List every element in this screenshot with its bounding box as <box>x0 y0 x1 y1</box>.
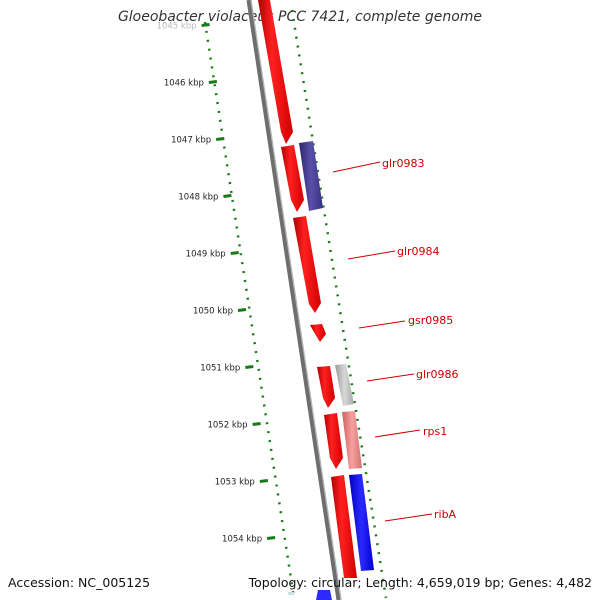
callout-glr0983 <box>332 161 381 173</box>
tick-mark <box>245 365 254 369</box>
gene-label-glr0986[interactable]: glr0986 <box>416 368 459 381</box>
tick-mark <box>230 251 239 255</box>
tick-mark <box>201 23 210 27</box>
gene-arrow-upper[interactable] <box>258 0 293 144</box>
genome-backbone-highlight <box>250 0 342 600</box>
accession-value: NC_005125 <box>78 575 151 590</box>
tick-label: 1054 kbp <box>222 535 262 545</box>
gene-label-gsr0985[interactable]: gsr0985 <box>408 314 453 327</box>
tick-label: 1045 kbp <box>157 22 197 32</box>
callout-rps1 <box>374 429 421 438</box>
feature-small-bottom <box>288 592 294 595</box>
tick-label: 1049 kbp <box>186 250 226 260</box>
gene-arrow-glr0984[interactable] <box>293 216 321 313</box>
gene-arrow-ribA[interactable] <box>331 475 357 578</box>
feature-blue-bottom[interactable] <box>316 590 332 600</box>
tick-mark <box>223 194 232 198</box>
tick-mark <box>208 80 218 84</box>
tick-label: 1046 kbp <box>164 79 204 89</box>
tick-label: 1053 kbp <box>215 478 255 488</box>
gene-label-glr0984[interactable]: glr0984 <box>397 245 440 258</box>
callout-ribA <box>384 513 433 522</box>
tick-mark <box>252 422 261 426</box>
tick-label: 1047 kbp <box>171 136 211 146</box>
gene-arrow-rps1[interactable] <box>324 413 343 469</box>
tick-label: 1048 kbp <box>178 193 218 203</box>
accession-label: Accession: <box>8 575 75 590</box>
topology-info: Topology: circular; Length: 4,659,019 bp… <box>248 575 592 590</box>
genome-backbone <box>246 0 342 600</box>
tick-mark <box>266 536 276 540</box>
tick-mark <box>237 308 247 312</box>
gene-label-glr0983[interactable]: glr0983 <box>382 157 425 170</box>
callout-gsr0985 <box>358 320 406 329</box>
gene-arrow-glr0983[interactable] <box>281 145 304 212</box>
tick-mark <box>259 479 269 483</box>
feature-gray[interactable] <box>335 364 354 406</box>
feature-blue[interactable] <box>349 474 374 571</box>
tick-label: 1052 kbp <box>207 421 247 431</box>
accession-info: Accession: NC_005125 <box>8 575 150 590</box>
tick-track-right <box>290 9 388 599</box>
tick-mark <box>215 137 225 141</box>
tick-label: 1051 kbp <box>200 364 240 374</box>
feature-pink[interactable] <box>342 411 362 469</box>
gene-arrow-glr0986[interactable] <box>317 366 335 408</box>
tick-label: 1050 kbp <box>193 307 233 317</box>
callout-glr0984 <box>347 250 396 260</box>
gene-arrow-gsr0985[interactable] <box>310 324 326 342</box>
gene-label-rps1[interactable]: rps1 <box>423 425 447 438</box>
callout-glr0986 <box>366 373 415 382</box>
map-title: Gloeobacter violaceus PCC 7421, complete… <box>117 9 483 25</box>
feature-purple[interactable] <box>299 141 323 211</box>
gene-label-ribA[interactable]: ribA <box>434 508 457 521</box>
